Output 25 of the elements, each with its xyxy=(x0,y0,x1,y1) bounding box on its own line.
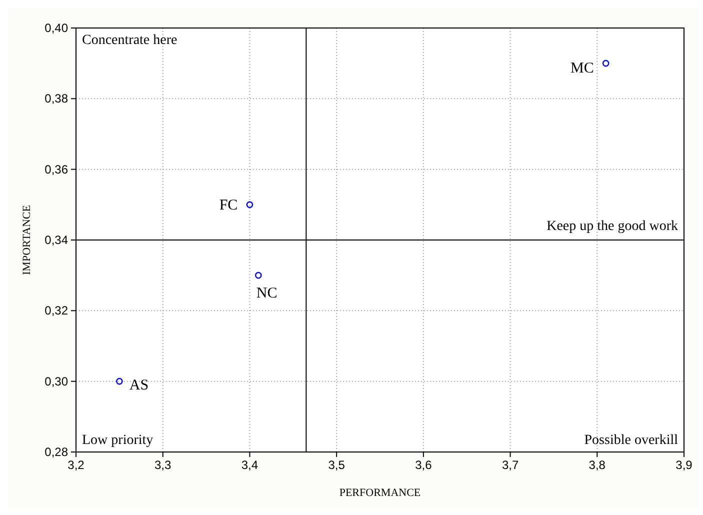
annotation: FC xyxy=(219,198,238,214)
annotation: Possible overkill xyxy=(584,433,678,448)
x-axis-title: PERFORMANCE xyxy=(339,487,421,499)
y-tick-label: 0,32 xyxy=(44,304,68,318)
y-tick-label: 0,36 xyxy=(44,162,68,176)
x-tick-label: 3,7 xyxy=(502,458,519,472)
annotation: Concentrate here xyxy=(82,33,178,48)
y-tick-label: 0,30 xyxy=(44,374,68,388)
y-tick-label: 0,38 xyxy=(44,92,68,106)
x-tick-label: 3,8 xyxy=(588,458,606,472)
x-tick-label: 3,2 xyxy=(68,458,85,472)
x-tick-label: 3,4 xyxy=(241,458,258,472)
annotation: NC xyxy=(256,285,278,302)
y-tick-label: 0,34 xyxy=(44,233,68,247)
x-tick-label: 3,5 xyxy=(328,458,346,472)
x-tick-label: 3,3 xyxy=(154,458,172,472)
annotation: Keep up the good work xyxy=(546,219,678,234)
y-tick-label: 0,40 xyxy=(44,21,68,35)
annotation: AS xyxy=(129,377,149,394)
annotation: Low priority xyxy=(82,433,154,448)
x-tick-label: 3,9 xyxy=(676,458,693,472)
annotation: MC xyxy=(570,60,594,76)
y-axis-title: IMPORTANCE xyxy=(21,204,33,275)
y-tick-label: 0,28 xyxy=(44,445,68,459)
x-tick-label: 3,6 xyxy=(415,458,432,472)
